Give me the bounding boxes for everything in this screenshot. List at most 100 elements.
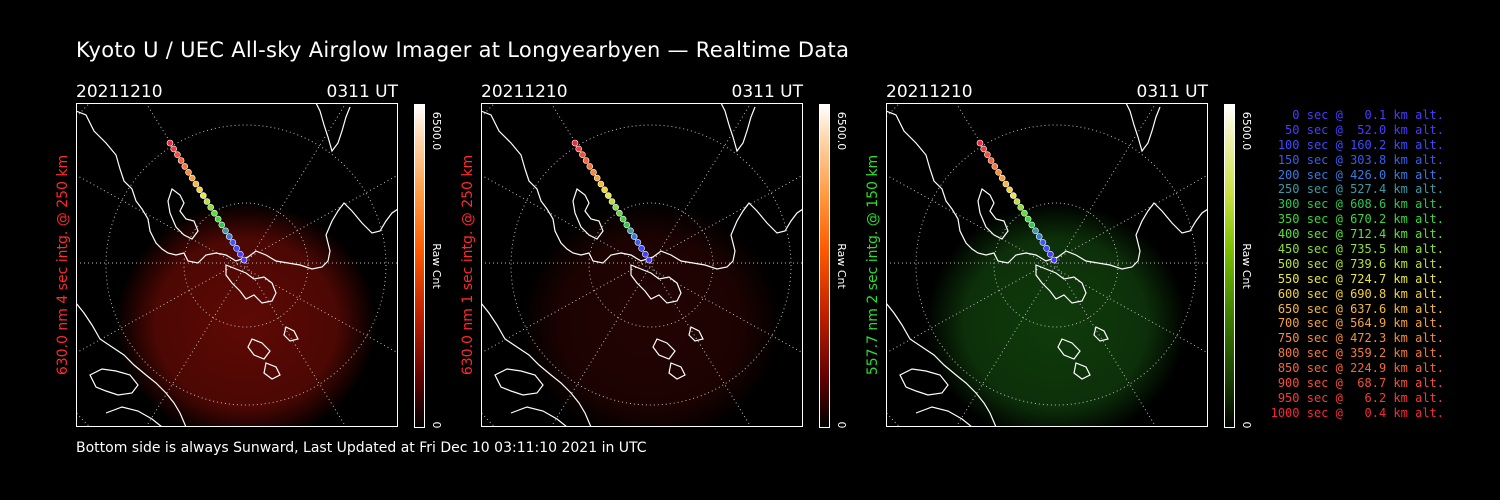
- latitude-circle: [510, 124, 792, 406]
- panel-1-colorbar: [414, 104, 425, 428]
- panel-3-colorbar-max: 6500.0: [1240, 111, 1253, 151]
- legend-row: 250 sec @ 527.4 km alt.: [1277, 182, 1444, 197]
- trajectory-point: [1043, 245, 1050, 252]
- trajectory-point: [1032, 227, 1039, 235]
- trajectory-point: [593, 174, 601, 182]
- trajectory-point: [597, 180, 605, 188]
- latitude-circle: [915, 124, 1197, 406]
- coastline: [263, 362, 281, 380]
- trajectory-point: [1035, 233, 1043, 240]
- trajectory-point: [200, 192, 207, 199]
- trajectory-legend: 0 sec @ 0.1 km alt. 50 sec @ 52.0 km alt.…: [1262, 108, 1444, 421]
- trajectory-point: [1039, 239, 1047, 246]
- coastline: [1073, 362, 1091, 380]
- trajectory-point: [586, 163, 594, 170]
- legend-row: 0 sec @ 0.1 km alt.: [1292, 108, 1444, 122]
- legend-row: 950 sec @ 6.2 km alt.: [1277, 390, 1444, 405]
- panel-1-date: 20211210: [76, 82, 163, 102]
- legend-row: 150 sec @ 303.8 km alt.: [1277, 152, 1444, 167]
- legend-row: 200 sec @ 426.0 km alt.: [1277, 167, 1444, 182]
- trajectory-point: [634, 239, 642, 246]
- trajectory-point: [1024, 215, 1032, 223]
- panel-2-ylabel: 630.0 nm 1 sec intg. @ 250 km: [460, 154, 476, 376]
- panel-2-time: 0311 UT: [731, 82, 804, 102]
- trajectory-point: [207, 204, 214, 211]
- trajectory-point: [214, 215, 222, 223]
- legend-row: 650 sec @ 637.6 km alt.: [1277, 301, 1444, 316]
- trajectory-point: [229, 239, 237, 246]
- legend-row: 500 sec @ 739.6 km alt.: [1277, 256, 1444, 271]
- trajectory-point: [991, 163, 999, 170]
- legend-row: 600 sec @ 690.8 km alt.: [1277, 286, 1444, 301]
- trajectory-point: [623, 221, 631, 229]
- coastline: [572, 188, 604, 240]
- trajectory-point: [1047, 250, 1054, 258]
- panel-1-ylabel: 630.0 nm 4 sec intg. @ 250 km: [55, 154, 71, 376]
- coastline: [886, 302, 997, 427]
- panel-3-colorbar: [1224, 104, 1235, 428]
- panel-2-allsky-map: [481, 103, 803, 427]
- legend-row: 400 sec @ 712.4 km alt.: [1277, 227, 1444, 242]
- trajectory-point: [192, 180, 200, 188]
- trajectory-point: [571, 139, 579, 147]
- coastline: [899, 368, 949, 396]
- trajectory-point: [1006, 186, 1013, 194]
- coastline: [481, 110, 803, 270]
- trajectory-point: [166, 139, 174, 147]
- panel-3-date: 20211210: [886, 82, 973, 102]
- coastline: [105, 406, 163, 427]
- trajectory-point: [984, 151, 991, 159]
- panel-1-time: 0311 UT: [326, 82, 399, 102]
- coastline: [652, 338, 676, 360]
- panel-3-allsky-map: [886, 103, 1208, 427]
- trajectory-point: [582, 157, 590, 164]
- trajectory-point: [240, 256, 248, 264]
- coastline: [225, 264, 277, 304]
- legend-row: 350 sec @ 670.2 km alt.: [1277, 212, 1444, 227]
- panel-1-colorbar-min: 0: [430, 421, 443, 429]
- trajectory-point: [627, 227, 634, 235]
- trajectory-point: [1002, 180, 1010, 188]
- trajectory-point: [998, 174, 1006, 182]
- coastline: [915, 406, 973, 427]
- panel-1-colorbar-max: 6500.0: [430, 111, 443, 151]
- trajectory-point: [987, 157, 995, 164]
- trajectory-point: [575, 145, 582, 153]
- airglow-emission: [521, 203, 781, 427]
- trajectory-point: [225, 233, 233, 240]
- panel-3-colorbar-min: 0: [1240, 421, 1253, 429]
- latitude-circle: [183, 202, 309, 328]
- coastline: [1125, 103, 1161, 153]
- trajectory-point: [605, 192, 612, 199]
- trajectory-point: [590, 169, 597, 176]
- trajectory-point: [995, 169, 1002, 176]
- legend-row: 100 sec @ 160.2 km alt.: [1277, 137, 1444, 152]
- trajectory-point: [237, 250, 244, 258]
- trajectory-point: [638, 245, 645, 252]
- trajectory-point: [203, 198, 211, 205]
- trajectory-point: [1017, 204, 1024, 211]
- trajectory-point: [630, 233, 638, 240]
- panel-frame: [886, 103, 1208, 427]
- legend-row: 1000 sec @ 0.4 km alt.: [1270, 405, 1444, 420]
- trajectory-point: [174, 151, 181, 159]
- footer-note: Bottom side is always Sunward, Last Upda…: [76, 440, 647, 456]
- trajectory-point: [980, 145, 987, 153]
- legend-row: 50 sec @ 52.0 km alt.: [1285, 122, 1444, 137]
- coastline: [283, 326, 299, 342]
- trajectory-point: [579, 151, 586, 159]
- legend-row: 300 sec @ 608.6 km alt.: [1277, 197, 1444, 212]
- coastline: [1093, 326, 1109, 342]
- legend-row: 450 sec @ 735.5 km alt.: [1277, 242, 1444, 257]
- coastline: [76, 302, 187, 427]
- coastline: [886, 110, 1208, 270]
- legend-row: 900 sec @ 68.7 km alt.: [1277, 376, 1444, 391]
- trajectory-point: [1021, 209, 1028, 217]
- trajectory-point: [608, 198, 616, 205]
- coastline: [977, 188, 1009, 240]
- coastline: [481, 302, 592, 427]
- trajectory-point: [218, 221, 226, 229]
- trajectory-point: [1050, 256, 1058, 264]
- trajectory-point: [619, 215, 627, 223]
- latitude-circle: [588, 202, 714, 328]
